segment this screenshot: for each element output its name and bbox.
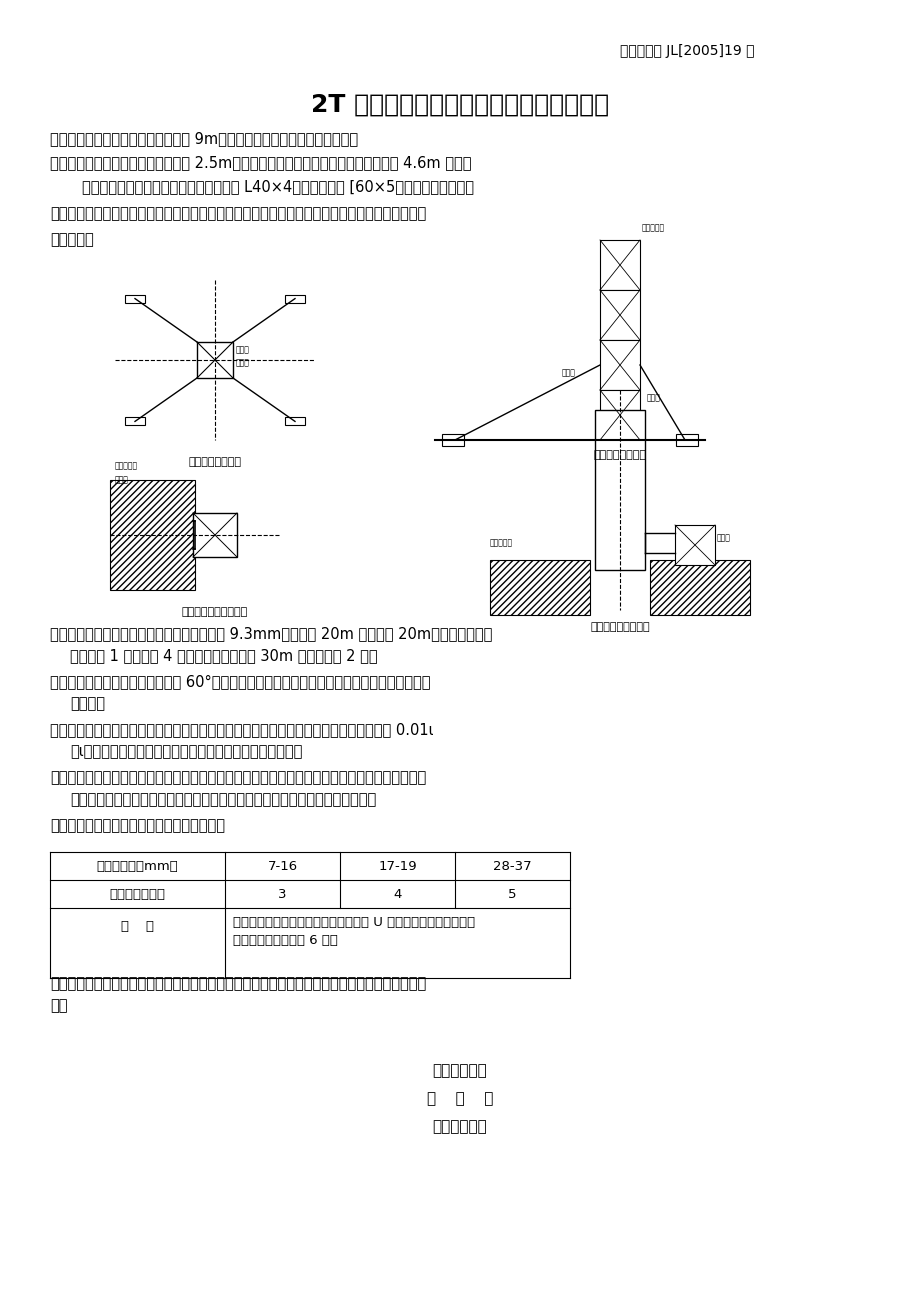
Text: 架体的稳定，方可移动原缆风绳的位置，待与地锚拴牢后，再拆除临时缆风绳。: 架体的稳定，方可移动原缆风绳的位置，待与地锚拴牢后，再拆除临时缆风绳。 [70, 792, 376, 807]
Text: 八、用绳卡连接钢丝绳时安全要求，如下表：: 八、用绳卡连接钢丝绳时安全要求，如下表： [50, 818, 225, 833]
Text: 5: 5 [507, 888, 516, 901]
Text: 工程有限公司: 工程有限公司 [432, 1062, 487, 1078]
Bar [193, 513, 237, 557]
Text: 建筑物: 建筑物 [646, 393, 660, 402]
Bar [650, 560, 749, 615]
Text: 7-16: 7-16 [267, 859, 297, 872]
Text: 一、附墙架的设置间隔一般不宜大于 9m，且在建筑物的顶层必须设置一组。: 一、附墙架的设置间隔一般不宜大于 9m，且在建筑物的顶层必须设置一组。 [50, 132, 357, 146]
Bar [675, 434, 698, 447]
Text: 等物上。: 等物上。 [70, 697, 105, 711]
Text: 四、缆风绳应选用圆股钢丝绳，直径不得小于 9.3mm，架高在 20m 以下（含 20m）时，缆风绳设: 四、缆风绳应选用圆股钢丝绳，直径不得小于 9.3mm，架高在 20m 以下（含 … [50, 626, 492, 641]
Text: 说    明: 说 明 [121, 919, 153, 932]
Bar [110, 480, 195, 590]
Text: 如示意图：: 如示意图： [50, 232, 94, 247]
Bar [599, 391, 640, 440]
Text: 4: 4 [393, 888, 402, 901]
Text: 钢井架: 钢井架 [716, 533, 730, 542]
Bar [490, 560, 589, 615]
Text: 绳卡数量（个）: 绳卡数量（个） [109, 888, 165, 901]
Bar [197, 342, 233, 378]
Text: 二、在建筑物至井架中心距离不大于 2.5m，建筑物端附着预埋座之间水平距离不小于 4.6m 的前提: 二、在建筑物至井架中心距离不大于 2.5m，建筑物端附着预埋座之间水平距离不小于… [50, 155, 471, 171]
Text: 缆风绳平面示意图: 缆风绳平面示意图 [188, 457, 241, 467]
Text: 28-37: 28-37 [493, 859, 531, 872]
Text: 缆风绳立面示意图: 缆风绳立面示意图 [593, 450, 646, 460]
Text: 七、在安装、拆除需要改变缆风绳位置时，必须先作好预定位置的地锚，并加临时缆风绳确保钢井: 七、在安装、拆除需要改变缆风绳位置时，必须先作好预定位置的地锚，并加临时缆风绳确… [50, 769, 425, 785]
Bar [599, 340, 640, 391]
Text: 建筑物: 建筑物 [115, 475, 129, 484]
Text: 六、缆风绳与地锚之间，应采用与钢丝绳拉力相适应的花篮螺栓拉紧。缆风绳垂度不大于 0.01ι: 六、缆风绳与地锚之间，应采用与钢丝绳拉力相适应的花篮螺栓拉紧。缆风绳垂度不大于 … [50, 723, 433, 737]
Bar [285, 418, 305, 426]
Text: 刚性附墙架: 刚性附墙架 [115, 461, 138, 470]
Bar [595, 410, 644, 570]
Text: 钢井架: 钢井架 [236, 345, 250, 354]
Text: 九、刚性附着应在架体与建筑物的内侧处有横向缀件的同一水平上对称设置，使其结构处于平衡状: 九、刚性附着应在架体与建筑物的内侧处有横向缀件的同一水平上对称设置，使其结构处于… [50, 976, 425, 991]
Text: 设    备    部: 设 备 部 [426, 1091, 493, 1105]
Text: 应小于钢丝绳直径的 6 倍。: 应小于钢丝绳直径的 6 倍。 [233, 935, 337, 948]
Bar [125, 294, 145, 302]
Text: 刚性附墙架: 刚性附墙架 [490, 538, 513, 547]
Bar [599, 240, 640, 290]
Text: 17-19: 17-19 [378, 859, 416, 872]
Bar [125, 418, 145, 426]
Bar [599, 290, 640, 340]
Text: 缆风绳: 缆风绳 [562, 368, 575, 378]
Text: 附着墙架平面示意图: 附着墙架平面示意图 [590, 622, 649, 631]
Text: 五、缆风绳与地面的夹角不应大于 60°，其下端应与地锚连接，不得拴在树木、电杆或堆放构件: 五、缆风绳与地面的夹角不应大于 60°，其下端应与地锚连接，不得拴在树木、电杆或… [50, 674, 430, 689]
Text: 年十一月五日: 年十一月五日 [432, 1118, 487, 1134]
Text: 2T 钢井架的附着墙架及缆风绳设置的方法: 2T 钢井架的附着墙架及缆风绳设置的方法 [311, 92, 608, 117]
Text: 编号：设备 JL[2005]19 号: 编号：设备 JL[2005]19 号 [619, 44, 754, 59]
Bar [441, 434, 463, 447]
Text: 钢井架顶节: 钢井架顶节 [641, 223, 664, 232]
Bar [675, 525, 714, 565]
Text: 刚性附墙架平面示意图: 刚性附墙架平面示意图 [182, 607, 248, 617]
Bar [285, 294, 305, 302]
Text: 绳卡压板应在钢丝绳长头一边，绳尾在 U 型螺丝一边，绳卡间距不: 绳卡压板应在钢丝绳长头一边，绳尾在 U 型螺丝一边，绳卡间距不 [233, 915, 474, 928]
Text: 置不小于 1 组（每组 4 根）；钢井架高度在 30m 时，不小于 2 组。: 置不小于 1 组（每组 4 根）；钢井架高度在 30m 时，不小于 2 组。 [70, 648, 377, 663]
Text: 3: 3 [278, 888, 287, 901]
Text: 三、设置缆风绳的应在架体四角有横向缀件的同一水平面上对称设置，使其结构上处于平衡状态。: 三、设置缆风绳的应在架体四角有横向缀件的同一水平面上对称设置，使其结构上处于平衡… [50, 206, 425, 221]
Text: （ι为长度），调节时应对角进行不得在相邻两角同时拉紧。: （ι为长度），调节时应对角进行不得在相邻两角同时拉紧。 [70, 743, 302, 759]
Text: 钢丝绳直径（mm）: 钢丝绳直径（mm） [96, 859, 178, 872]
Text: 下，刚性附墙架材质的选用：角铁不少于 L40×4、槽钢不少于 [60×5，可满足安全要求。: 下，刚性附墙架材质的选用：角铁不少于 L40×4、槽钢不少于 [60×5，可满足… [82, 178, 473, 194]
Text: 缆风绳: 缆风绳 [236, 358, 250, 367]
Text: 态。: 态。 [50, 999, 67, 1013]
